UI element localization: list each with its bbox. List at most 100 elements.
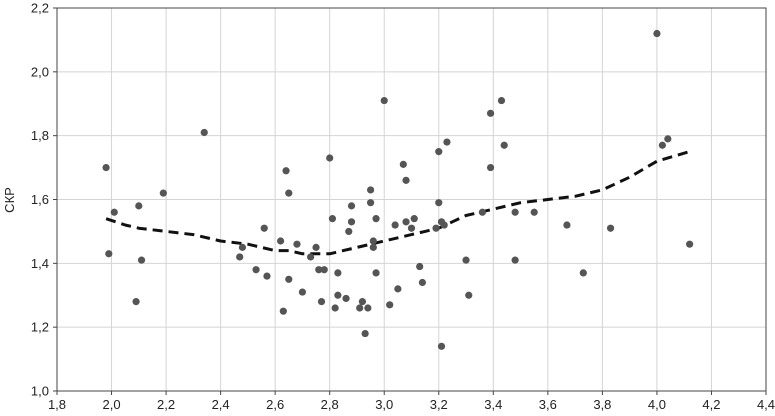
data-point	[364, 304, 372, 312]
data-point	[159, 189, 167, 197]
data-point	[317, 298, 326, 306]
data-point	[260, 224, 268, 232]
data-point	[326, 154, 334, 162]
data-point	[366, 186, 375, 194]
data-point	[435, 199, 443, 207]
data-point	[486, 109, 495, 117]
data-point	[105, 250, 113, 258]
data-point	[402, 218, 410, 226]
data-point	[132, 298, 140, 306]
data-point	[394, 285, 402, 293]
data-point	[328, 215, 337, 223]
data-point	[135, 202, 143, 210]
data-point	[252, 266, 260, 274]
x-tick-label: 2,6	[266, 397, 284, 412]
y-tick-label: 1,2	[31, 320, 49, 335]
x-tick-label: 2,0	[102, 397, 120, 412]
y-tick-label: 1,6	[31, 192, 49, 207]
x-tick-label: 4,0	[648, 397, 666, 412]
data-point	[369, 237, 377, 245]
data-point	[347, 218, 356, 226]
data-point	[606, 224, 615, 232]
data-point	[369, 243, 377, 251]
x-tick-label: 3,2	[430, 397, 448, 412]
data-point	[443, 138, 451, 146]
data-point	[511, 256, 519, 264]
data-point	[407, 224, 416, 232]
y-tick-label: 2,2	[31, 1, 49, 16]
data-point	[298, 288, 307, 296]
data-point	[511, 208, 519, 216]
data-point	[579, 269, 587, 277]
x-tick-label: 1,8	[48, 397, 66, 412]
data-point	[465, 291, 473, 299]
data-point	[285, 275, 293, 283]
data-point	[277, 237, 285, 245]
data-point	[358, 298, 367, 306]
data-point	[361, 329, 369, 338]
x-tick-label: 3,4	[484, 397, 502, 412]
data-point	[312, 243, 320, 251]
data-point	[315, 266, 323, 274]
data-point	[435, 148, 443, 156]
x-tick-label: 2,4	[212, 397, 230, 412]
data-point	[342, 294, 350, 303]
data-point	[102, 163, 110, 172]
y-axis-tick-labels: 1,0 1,2 1,4 1,6 1,8 2,0 2,2	[31, 1, 57, 399]
data-point	[263, 272, 271, 280]
data-point	[200, 128, 208, 137]
trend-line-layer	[105, 150, 691, 256]
data-point	[345, 227, 353, 236]
data-point	[372, 269, 380, 277]
y-tick-label: 2,0	[31, 64, 49, 79]
trend-line	[105, 150, 691, 256]
data-point	[347, 202, 356, 210]
data-point	[686, 240, 694, 248]
data-point	[416, 262, 424, 271]
data-point	[331, 304, 339, 312]
x-tick-label: 4,2	[702, 397, 720, 412]
data-point	[391, 221, 399, 229]
data-point	[462, 256, 470, 264]
data-point	[356, 304, 364, 312]
data-point	[478, 208, 486, 216]
data-point	[437, 342, 446, 350]
data-point	[293, 240, 301, 248]
data-point	[320, 266, 328, 274]
data-point	[410, 215, 418, 223]
data-point	[530, 208, 538, 216]
data-point	[279, 307, 287, 315]
x-axis-tick-labels: 1,8 2,0 2,2 2,4 2,6 2,8 3,0 3,2 3,4 3,6 3,8 4,0 4,2 4…	[48, 391, 775, 412]
data-point	[658, 141, 666, 149]
data-point	[399, 160, 407, 168]
data-point	[238, 243, 247, 251]
data-point	[285, 189, 293, 197]
data-point	[137, 256, 146, 264]
data-point	[440, 221, 448, 229]
y-tick-label: 1,4	[31, 256, 49, 271]
y-axis-title: СКР	[2, 187, 17, 213]
data-point	[366, 199, 375, 207]
data-point	[386, 301, 394, 309]
x-tick-label: 2,2	[157, 397, 175, 412]
y-tick-label: 1,0	[31, 384, 49, 399]
data-point	[110, 208, 118, 216]
data-point	[236, 253, 244, 261]
x-tick-label: 4,4	[757, 397, 775, 412]
data-point	[380, 96, 388, 105]
data-point	[486, 163, 495, 172]
data-point	[500, 141, 508, 149]
data-point	[563, 221, 571, 229]
data-point	[497, 96, 506, 105]
data-point	[282, 167, 290, 175]
data-point	[334, 291, 342, 299]
data-point	[653, 29, 661, 38]
data-point	[402, 176, 410, 184]
data-point	[307, 253, 315, 261]
x-tick-label: 3,0	[375, 397, 393, 412]
data-point	[432, 224, 440, 232]
data-point	[334, 269, 342, 277]
x-tick-label: 3,8	[593, 397, 611, 412]
x-tick-label: 3,6	[539, 397, 557, 412]
